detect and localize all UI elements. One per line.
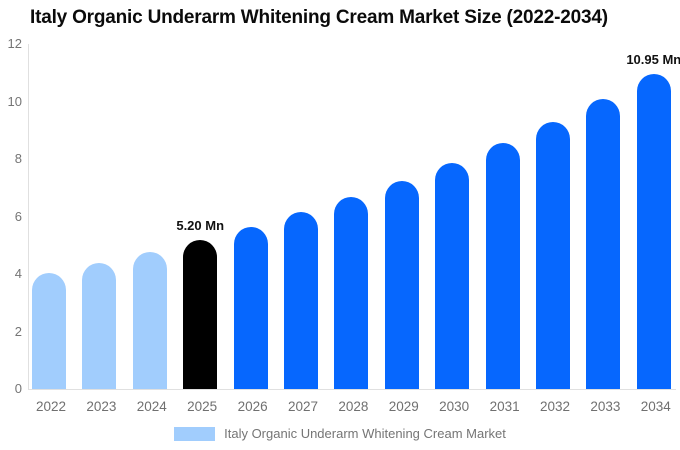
x-axis-label: 2030: [439, 399, 470, 414]
y-axis-label: 0: [14, 381, 22, 396]
bar: [586, 99, 621, 389]
bar: [82, 262, 117, 389]
x-axis-label: 2034: [640, 399, 671, 414]
x-axis-label: 2022: [35, 399, 67, 414]
bar: [485, 143, 520, 389]
chart-title: Italy Organic Underarm Whitening Cream M…: [30, 7, 608, 28]
bar: [435, 162, 470, 389]
x-axis-label: 2025: [187, 399, 218, 414]
y-axis-label: 6: [14, 208, 22, 224]
bar-value-label: 10.95 Mn: [626, 52, 680, 68]
x-axis-label: 2029: [388, 399, 419, 414]
legend-label: Italy Organic Underarm Whitening Cream M…: [224, 426, 506, 441]
x-axis-label: 2028: [338, 399, 369, 414]
y-axis-label: 4: [14, 266, 22, 281]
x-axis-label: 2027: [287, 399, 319, 414]
bar: [284, 212, 318, 389]
x-axis-label: 2033: [590, 399, 621, 414]
bar: [384, 180, 419, 389]
bar: [536, 122, 570, 389]
x-axis-label: 2031: [489, 399, 520, 414]
bar: [183, 239, 218, 389]
x-axis-label: 2026: [237, 399, 268, 414]
legend: Italy Organic Underarm Whitening Cream M…: [0, 426, 680, 441]
bar: [132, 251, 167, 389]
y-axis-label: 12: [7, 36, 22, 51]
x-axis-label: 2032: [539, 399, 571, 414]
legend-swatch: [174, 426, 216, 441]
y-axis-line: [28, 44, 29, 390]
bar: [636, 74, 671, 389]
x-axis-label: 2024: [136, 399, 167, 414]
bar: [233, 226, 268, 389]
x-axis-line: [28, 389, 676, 390]
y-axis-label: 2: [14, 323, 22, 339]
bar: [334, 197, 369, 389]
bar: [32, 272, 66, 389]
x-axis-label: 2023: [86, 399, 117, 414]
y-axis-label: 10: [7, 93, 22, 109]
bar-value-label: 5.20 Mn: [176, 217, 225, 233]
y-axis-label: 8: [14, 151, 22, 166]
